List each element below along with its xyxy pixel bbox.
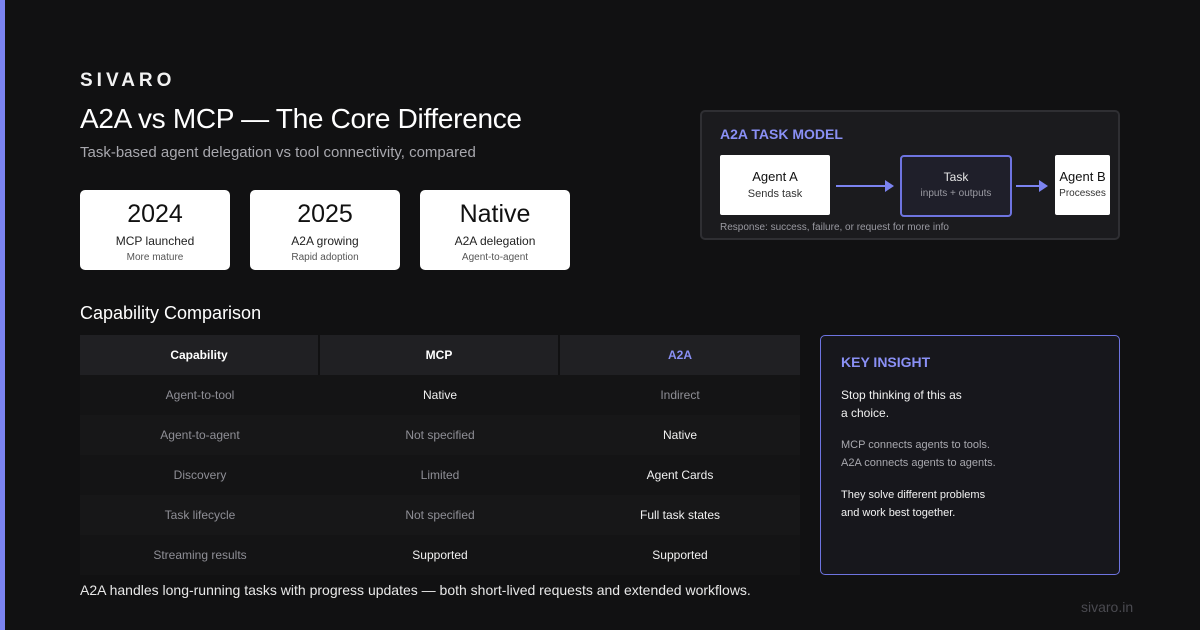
cell-mcp: Native	[320, 375, 560, 415]
cell-a2a: Agent Cards	[560, 455, 800, 495]
stat-caption: More mature	[126, 252, 184, 263]
stat-value: Native	[459, 200, 531, 228]
task-model-title: A2A TASK MODEL	[720, 126, 843, 142]
task-box: Task inputs + outputs	[900, 155, 1012, 217]
stat-card-a2a-growing: 2025 A2A growing Rapid adoption	[250, 190, 400, 270]
insight-line: They solve different problems	[841, 489, 986, 501]
stat-caption: Agent-to-agent	[461, 252, 529, 263]
insight-line: and work best together.	[841, 507, 956, 519]
stat-caption: Rapid adoption	[291, 252, 359, 263]
page-title: A2A vs MCP — The Core Difference	[80, 103, 522, 134]
arrow-right-icon	[836, 180, 894, 192]
agent-b-desc: Processes	[1059, 188, 1106, 199]
cell-a2a: Native	[560, 415, 800, 455]
stat-label: A2A delegation	[454, 234, 536, 248]
agent-b-box: Agent B Processes	[1055, 155, 1110, 215]
stat-value: 2024	[127, 200, 183, 228]
insight-line: a choice.	[841, 406, 890, 420]
task-model-note: Response: success, failure, or request f…	[720, 222, 949, 233]
cell-capability: Discovery	[80, 455, 320, 495]
agent-a-name: Agent A	[752, 169, 798, 184]
agent-a-desc: Sends task	[747, 188, 803, 200]
insight-paragraph-3: They solve different problems and work b…	[841, 486, 1099, 522]
comparison-heading: Capability Comparison	[80, 303, 262, 323]
table-body: Agent-to-tool Native Indirect Agent-to-a…	[80, 375, 800, 575]
table-row: Agent-to-tool Native Indirect	[80, 375, 800, 415]
accent-bar	[0, 0, 5, 630]
stat-card-a2a-delegation: Native A2A delegation Agent-to-agent	[420, 190, 570, 270]
cell-mcp: Not specified	[320, 415, 560, 455]
cell-mcp: Limited	[320, 455, 560, 495]
arrow-right-icon	[1016, 180, 1048, 192]
header-a2a: A2A	[560, 335, 800, 375]
task-name: Task	[943, 170, 969, 184]
cell-capability: Streaming results	[80, 535, 320, 575]
comparison-table: Capability MCP A2A Agent-to-tool Native …	[80, 335, 800, 575]
cell-mcp: Not specified	[320, 495, 560, 535]
insight-line: MCP connects agents to tools.	[841, 439, 990, 451]
stat-label: MCP launched	[115, 234, 195, 248]
insight-line: Stop thinking of this as	[841, 388, 962, 402]
brand-logo: SIVARO	[80, 70, 176, 91]
insight-paragraph-1: Stop thinking of this as a choice.	[841, 386, 1099, 422]
table-row: Task lifecycle Not specified Full task s…	[80, 495, 800, 535]
task-desc: inputs + outputs	[920, 188, 992, 199]
site-url: sivaro.in	[1081, 599, 1134, 615]
footer-note: A2A handles long-running tasks with prog…	[80, 582, 751, 598]
agent-a-box: Agent A Sends task	[720, 155, 830, 215]
cell-mcp: Supported	[320, 535, 560, 575]
task-model-panel: A2A TASK MODEL Agent A Sends task Task i…	[700, 110, 1120, 240]
page-subtitle: Task-based agent delegation vs tool conn…	[80, 144, 476, 161]
cell-a2a: Indirect	[560, 375, 800, 415]
insight-title: KEY INSIGHT	[841, 354, 931, 370]
cell-capability: Task lifecycle	[80, 495, 320, 535]
cell-capability: Agent-to-tool	[80, 375, 320, 415]
insight-line: A2A connects agents to agents.	[841, 457, 996, 469]
cell-capability: Agent-to-agent	[80, 415, 320, 455]
stat-label: A2A growing	[291, 234, 359, 248]
table-row: Streaming results Supported Supported	[80, 535, 800, 575]
cell-a2a: Supported	[560, 535, 800, 575]
agent-b-name: Agent B	[1059, 169, 1106, 184]
table-header-row: Capability MCP A2A	[80, 335, 800, 375]
table-row: Agent-to-agent Not specified Native	[80, 415, 800, 455]
cell-a2a: Full task states	[560, 495, 800, 535]
header-mcp: MCP	[320, 335, 560, 375]
insight-paragraph-2: MCP connects agents to tools. A2A connec…	[841, 436, 1099, 472]
header-capability: Capability	[80, 335, 320, 375]
stat-card-mcp-launch: 2024 MCP launched More mature	[80, 190, 230, 270]
key-insight-panel: KEY INSIGHT Stop thinking of this as a c…	[820, 335, 1120, 575]
table-row: Discovery Limited Agent Cards	[80, 455, 800, 495]
stat-value: 2025	[297, 200, 353, 228]
